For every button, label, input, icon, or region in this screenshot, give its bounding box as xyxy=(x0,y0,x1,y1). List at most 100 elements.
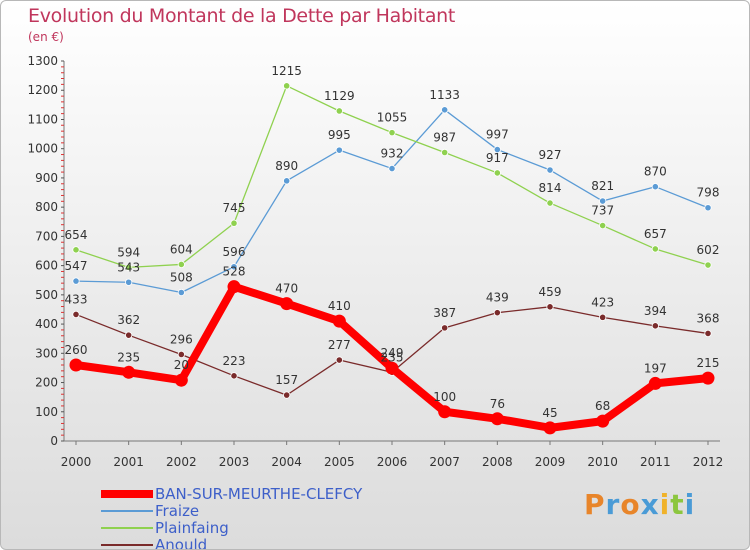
x-tick-label: 2005 xyxy=(324,455,355,469)
x-tick-label: 2001 xyxy=(113,455,144,469)
data-label: 602 xyxy=(697,243,720,257)
data-point xyxy=(125,331,133,339)
y-tick-label: 700 xyxy=(35,229,58,243)
data-point xyxy=(72,310,80,319)
data-label: 100 xyxy=(433,390,456,404)
data-label: 459 xyxy=(539,285,562,299)
logo-letter: P xyxy=(584,488,606,521)
data-label: 927 xyxy=(539,148,562,162)
data-point xyxy=(493,169,501,177)
y-tick-label: 800 xyxy=(35,200,58,214)
data-point xyxy=(701,371,715,385)
legend-swatch xyxy=(101,490,153,498)
logo-letter: x xyxy=(640,488,660,521)
data-label: 387 xyxy=(433,306,456,320)
data-point xyxy=(546,199,554,207)
y-tick-label: 0 xyxy=(50,434,58,448)
x-tick-label: 2002 xyxy=(166,455,197,469)
data-label: 410 xyxy=(328,299,351,313)
data-label: 890 xyxy=(275,159,298,173)
data-label: 594 xyxy=(117,245,140,259)
data-label: 362 xyxy=(117,313,140,327)
x-tick-label: 2009 xyxy=(535,455,566,469)
y-tick-label: 300 xyxy=(35,346,58,360)
data-point xyxy=(72,246,80,254)
data-point xyxy=(283,82,291,90)
data-point xyxy=(177,350,185,359)
data-label: 249 xyxy=(381,346,404,360)
chart-subtitle: (en €) xyxy=(28,30,64,44)
data-point xyxy=(72,277,80,285)
data-point xyxy=(704,204,712,212)
data-point xyxy=(230,219,238,227)
legend-label: Anould xyxy=(155,536,208,550)
data-label: 798 xyxy=(697,186,720,200)
data-point xyxy=(385,361,399,375)
y-tick-label: 900 xyxy=(35,171,58,185)
data-label: 394 xyxy=(644,304,667,318)
x-tick-label: 2007 xyxy=(429,455,460,469)
data-label: 235 xyxy=(381,350,404,364)
data-label: 296 xyxy=(170,332,193,346)
x-tick-label: 2010 xyxy=(587,455,618,469)
data-label: 821 xyxy=(591,179,614,193)
data-point xyxy=(651,183,659,191)
y-tick-label: 1000 xyxy=(27,142,58,156)
data-point xyxy=(599,197,607,205)
data-label: 277 xyxy=(328,338,351,352)
data-label: 76 xyxy=(490,397,505,411)
data-point xyxy=(280,297,294,311)
data-point xyxy=(599,221,607,230)
data-label: 870 xyxy=(644,165,667,179)
y-tick-label: 1100 xyxy=(27,112,58,126)
data-label: 654 xyxy=(65,228,88,242)
data-label: 260 xyxy=(65,343,88,357)
data-label: 917 xyxy=(486,151,509,165)
data-point xyxy=(704,261,712,269)
data-point xyxy=(704,329,712,338)
legend-label: Plainfaing xyxy=(155,519,229,537)
y-tick-label: 1200 xyxy=(27,83,58,97)
logo-letter: o xyxy=(620,488,641,521)
x-tick-label: 2012 xyxy=(693,455,724,469)
data-point xyxy=(122,365,136,379)
y-tick-label: 500 xyxy=(35,288,58,302)
data-label: 604 xyxy=(170,242,193,256)
data-point xyxy=(388,164,396,173)
data-label: 157 xyxy=(275,373,298,387)
legend-label: BAN-SUR-MEURTHE-CLEFCY xyxy=(155,485,363,503)
data-point xyxy=(651,245,659,253)
data-label: 737 xyxy=(591,204,614,218)
data-label: 932 xyxy=(381,147,404,161)
x-tick-label: 2006 xyxy=(377,455,408,469)
data-point xyxy=(651,322,659,330)
data-label: 423 xyxy=(591,295,614,309)
x-tick-label: 2011 xyxy=(640,455,671,469)
data-label: 470 xyxy=(275,282,298,296)
logo-letter: t xyxy=(670,488,685,521)
logo-letter: i xyxy=(684,488,696,521)
data-point xyxy=(441,106,449,114)
data-point xyxy=(283,177,291,185)
data-label: 528 xyxy=(223,265,246,279)
data-label: 657 xyxy=(644,227,667,241)
data-point xyxy=(388,129,396,137)
data-point xyxy=(177,288,185,297)
legend-swatch xyxy=(101,544,153,546)
data-point xyxy=(69,358,83,372)
data-point xyxy=(599,313,607,321)
logo-letter: i xyxy=(659,488,671,521)
data-label: 439 xyxy=(486,291,509,305)
data-point xyxy=(125,263,133,271)
data-label: 235 xyxy=(117,350,140,364)
data-point xyxy=(335,146,343,154)
data-label: 433 xyxy=(65,292,88,306)
y-tick-label: 100 xyxy=(35,405,58,419)
x-tick-label: 2008 xyxy=(482,455,513,469)
legend-label: Fraize xyxy=(155,502,200,520)
data-label: 197 xyxy=(644,361,667,375)
x-tick-label: 2000 xyxy=(61,455,92,469)
data-point xyxy=(230,372,238,380)
